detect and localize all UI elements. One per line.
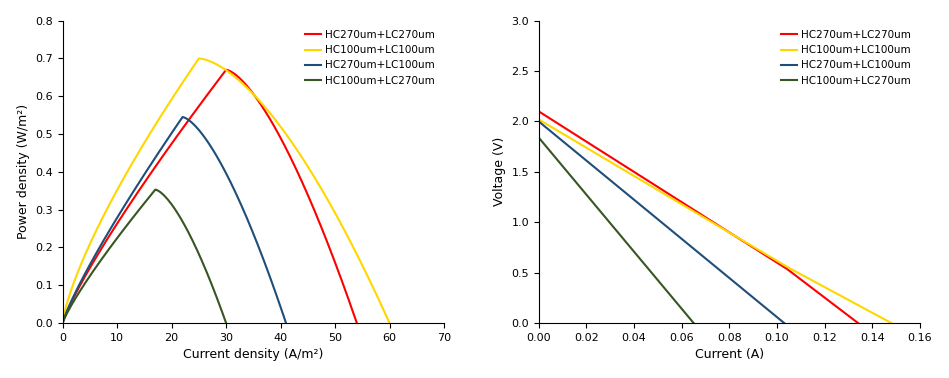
HC270um+LC100um — [129, 187, 140, 191]
HC100um+LC270um — [569, 178, 581, 183]
HC100um+LC100um — [305, 168, 316, 172]
HC270um+LC270um — [833, 306, 845, 310]
HC100um+LC270um — [563, 171, 574, 175]
HC100um+LC270um — [613, 231, 624, 235]
Line: HC270um+LC270um: HC270um+LC270um — [63, 70, 357, 323]
HC270um+LC270um — [842, 313, 853, 317]
HC270um+LC270um — [220, 68, 232, 72]
HC100um+LC100um — [112, 186, 123, 191]
Line: HC270um+LC100um: HC270um+LC100um — [539, 121, 784, 323]
HC270um+LC100um — [766, 311, 777, 315]
Line: HC100um+LC270um: HC100um+LC270um — [63, 190, 226, 323]
HC100um+LC100um — [57, 321, 68, 325]
HC100um+LC270um — [65, 303, 77, 307]
HC270um+LC270um — [297, 180, 308, 185]
HC100um+LC100um — [383, 321, 395, 325]
HC100um+LC100um — [870, 312, 882, 317]
HC270um+LC270um — [156, 156, 167, 161]
HC100um+LC270um — [113, 234, 124, 239]
HC100um+LC100um — [140, 140, 151, 144]
HC100um+LC270um — [676, 306, 687, 310]
HC270um+LC100um — [778, 321, 790, 325]
HC100um+LC100um — [783, 265, 794, 270]
HC270um+LC270um — [123, 203, 135, 208]
X-axis label: Current (A): Current (A) — [695, 349, 764, 361]
HC100um+LC270um — [150, 187, 161, 192]
HC270um+LC100um — [580, 158, 591, 163]
HC100um+LC100um — [857, 305, 868, 310]
HC100um+LC100um — [755, 249, 767, 254]
HC100um+LC270um — [95, 259, 106, 263]
HC270um+LC270um — [65, 302, 76, 307]
HC270um+LC270um — [73, 287, 84, 291]
HC270um+LC100um — [105, 225, 117, 229]
Line: HC270um+LC100um: HC270um+LC100um — [63, 117, 286, 323]
HC270um+LC270um — [711, 222, 722, 226]
HC100um+LC270um — [191, 247, 202, 251]
HC100um+LC100um — [533, 117, 545, 122]
HC270um+LC100um — [63, 306, 74, 310]
HC270um+LC270um — [57, 321, 68, 325]
HC270um+LC270um — [852, 321, 864, 325]
HC100um+LC100um — [70, 275, 82, 280]
HC270um+LC270um — [782, 268, 793, 272]
HC270um+LC100um — [177, 115, 188, 119]
HC100um+LC100um — [353, 256, 364, 260]
HC100um+LC100um — [64, 295, 75, 299]
Legend: HC270um+LC270um, HC100um+LC100um, HC270um+LC100um, HC100um+LC270um: HC270um+LC270um, HC100um+LC100um, HC270u… — [301, 26, 438, 90]
HC270um+LC100um — [264, 273, 275, 278]
HC100um+LC270um — [57, 321, 68, 325]
HC270um+LC270um — [755, 251, 767, 255]
HC100um+LC100um — [194, 56, 205, 61]
Line: HC100um+LC100um: HC100um+LC100um — [63, 59, 389, 323]
HC100um+LC270um — [61, 311, 72, 316]
HC270um+LC100um — [660, 223, 671, 228]
HC270um+LC100um — [57, 321, 68, 325]
HC100um+LC100um — [879, 317, 890, 321]
HC270um+LC270um — [533, 109, 545, 114]
HC270um+LC100um — [758, 305, 770, 309]
HC270um+LC270um — [847, 317, 859, 321]
HC100um+LC270um — [688, 321, 699, 325]
HC270um+LC270um — [351, 321, 363, 325]
HC100um+LC270um — [625, 246, 637, 250]
Y-axis label: Voltage (V): Voltage (V) — [493, 137, 506, 206]
HC270um+LC100um — [533, 119, 545, 124]
HC100um+LC270um — [533, 135, 545, 140]
HC270um+LC100um — [679, 239, 691, 244]
Y-axis label: Power density (W/m²): Power density (W/m²) — [17, 104, 29, 239]
HC100um+LC270um — [209, 290, 220, 294]
Line: HC100um+LC270um: HC100um+LC270um — [539, 138, 694, 323]
HC270um+LC100um — [280, 321, 291, 325]
Legend: HC270um+LC270um, HC100um+LC100um, HC270um+LC100um, HC100um+LC270um: HC270um+LC270um, HC100um+LC100um, HC270u… — [777, 26, 915, 90]
Line: HC100um+LC100um: HC100um+LC100um — [539, 119, 891, 323]
HC100um+LC100um — [885, 321, 897, 325]
HC100um+LC100um — [711, 223, 722, 227]
X-axis label: Current density (A/m²): Current density (A/m²) — [183, 349, 324, 361]
HC270um+LC100um — [237, 206, 249, 211]
HC100um+LC270um — [220, 321, 232, 325]
HC100um+LC270um — [680, 311, 692, 316]
HC270um+LC100um — [68, 293, 80, 297]
HC270um+LC100um — [590, 166, 602, 170]
HC270um+LC270um — [330, 262, 342, 267]
Line: HC270um+LC270um: HC270um+LC270um — [539, 112, 858, 323]
